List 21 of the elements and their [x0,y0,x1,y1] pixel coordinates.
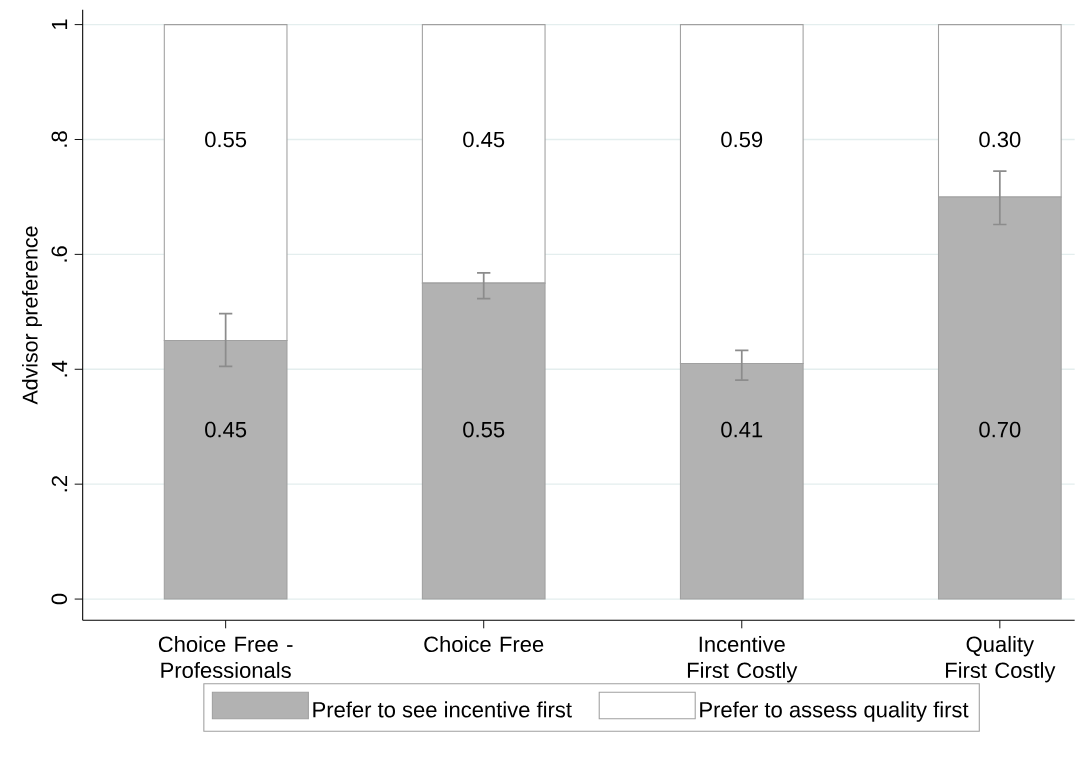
data-label: 0.55 [463,421,505,438]
y-tick-label: .2 [51,476,68,492]
y-tick-label: 1 [51,19,68,30]
data-label: 0.41 [721,421,763,438]
legend-label: Prefer to see incentive first [313,701,572,718]
y-tick-label: .6 [51,246,68,262]
x-tick-label: Choice Free [424,635,544,653]
x-tick-label: Choice Free - Professionals [158,635,293,679]
y-axis-title: Advisor preference [22,226,42,405]
legend-label: Prefer to assess quality first [700,701,969,722]
data-label: 0.59 [721,131,763,148]
data-label: 0.45 [205,421,247,438]
y-tick-label: .4 [51,360,68,377]
data-label: 0.45 [463,131,505,148]
x-tick-label: Incentive First Costly [687,635,798,683]
y-tick-label: 0 [51,593,68,605]
data-label: 0.70 [979,421,1021,438]
data-label: 0.30 [979,131,1021,148]
y-tick-label: .8 [51,131,68,147]
data-label: 0.55 [205,131,247,148]
x-tick-label: Quality First Costly [946,635,1056,683]
